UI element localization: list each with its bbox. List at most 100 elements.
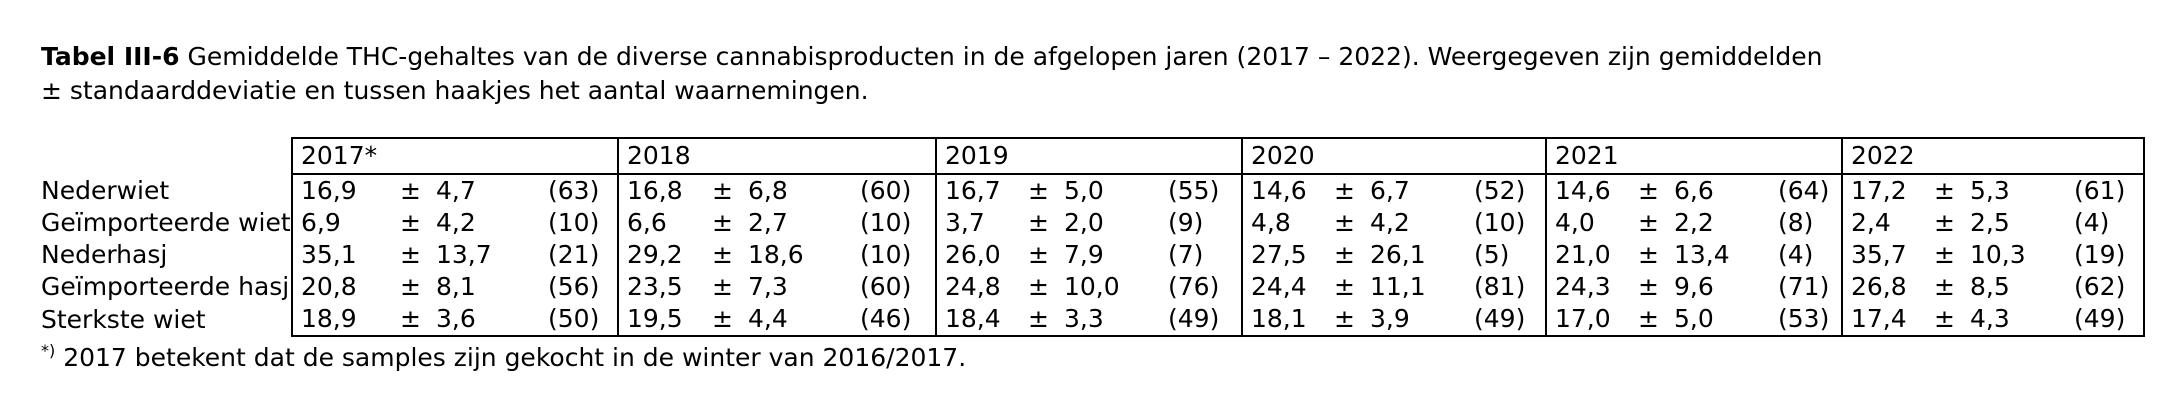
count-value: (49) (1474, 303, 1546, 337)
mean-value: 6,6 (617, 207, 712, 239)
mean-value: 26,0 (935, 239, 1028, 271)
sd-value: 7,3 (748, 272, 788, 301)
mean-value: 24,4 (1241, 271, 1334, 303)
count-value: (76) (1168, 272, 1220, 301)
plus-minus-sign: ± (1334, 272, 1355, 301)
count-value: (4) (2074, 207, 2145, 239)
plus-minus-sign: ± (1028, 208, 1049, 237)
sd-value: 10,0 (1064, 272, 1120, 301)
mean-value: 16,9 (291, 174, 400, 207)
footnote: *) 2017 betekent dat de samples zijn gek… (41, 335, 966, 374)
count-value: (55) (1168, 176, 1220, 205)
count-value: (49) (2074, 303, 2145, 337)
plus-minus-sign: ± (1638, 240, 1659, 269)
sd-value: 5,0 (1064, 176, 1104, 205)
mean-value: 17,4 (1841, 303, 1934, 337)
row-label: Nederhasj (41, 240, 168, 269)
mean-value: 2,4 (1841, 207, 1934, 239)
mean-value: 16,8 (617, 174, 712, 207)
count-value: (9) (1168, 208, 1204, 237)
mean-value: 19,5 (617, 303, 712, 337)
sd-value: 4,2 (1370, 208, 1410, 237)
count-value: (63) (548, 176, 600, 205)
year-header: 2017* (291, 137, 618, 175)
plus-minus-sign: ± (1334, 176, 1355, 205)
sd-value: 9,6 (1674, 272, 1714, 301)
plus-minus-sign: ± (1334, 240, 1355, 269)
sd-value: 6,6 (1674, 176, 1714, 205)
table-row: Geïmporteerde wiet 6,9 ±4,2 (10) 6,6 ±2,7 (10)… (41, 207, 2145, 239)
plus-minus-sign: ± (1028, 303, 1064, 337)
count-value: (7) (1168, 240, 1204, 269)
year-header: 2020 (1241, 137, 1546, 175)
count-value: (64) (1778, 176, 1830, 205)
table-row: Sterkste wiet 18,9 ±3,6 (50) 19,5 ±4,4 (46) 18,… (41, 303, 2145, 337)
count-value: (53) (1778, 303, 1842, 337)
sd-value: 8,5 (1970, 272, 2010, 301)
plus-minus-sign: ± (712, 176, 733, 205)
plus-minus-sign: ± (712, 240, 733, 269)
count-value: (10) (860, 208, 912, 237)
sd-value: 4,2 (436, 208, 476, 237)
row-label: Geïmporteerde hasj (41, 272, 290, 301)
plus-minus-sign: ± (1638, 303, 1674, 337)
mean-value: 4,8 (1241, 207, 1334, 239)
mean-value: 20,8 (291, 271, 400, 303)
mean-value: 17,0 (1545, 303, 1638, 337)
count-value: (52) (1474, 176, 1526, 205)
count-value: (46) (860, 303, 936, 337)
plus-minus-sign: ± (400, 176, 421, 205)
sd-value: 2,2 (1674, 208, 1714, 237)
mean-value: 35,7 (1841, 239, 1934, 271)
year-header: 2018 (617, 137, 936, 175)
mean-value: 24,8 (935, 271, 1028, 303)
mean-value: 24,3 (1545, 271, 1638, 303)
caption-label: Tabel III-6 (41, 42, 180, 71)
header-row: 2017* 2018 2019 2020 2021 2022 (41, 137, 2145, 175)
footnote-marker: *) (41, 341, 56, 360)
plus-minus-sign: ± (400, 272, 421, 301)
sd-value: 13,7 (436, 240, 492, 269)
plus-minus-sign: ± (400, 208, 421, 237)
sd-value: 3,9 (1370, 303, 1474, 337)
sd-value: 6,7 (1370, 176, 1410, 205)
count-value: (61) (2074, 174, 2145, 207)
count-value: (4) (1778, 240, 1814, 269)
plus-minus-sign: ± (1934, 240, 1955, 269)
mean-value: 16,7 (935, 174, 1028, 207)
mean-value: 35,1 (291, 239, 400, 271)
count-value: (10) (860, 240, 912, 269)
count-value: (71) (1778, 272, 1830, 301)
mean-value: 18,9 (291, 303, 400, 337)
count-value: (49) (1168, 303, 1242, 337)
sd-value: 18,6 (748, 240, 804, 269)
mean-value: 17,2 (1841, 174, 1934, 207)
plus-minus-sign: ± (1334, 208, 1355, 237)
count-value: (19) (2074, 239, 2145, 271)
table-caption: Tabel III-6 Gemiddelde THC-gehaltes van … (41, 40, 2141, 108)
mean-value: 6,9 (291, 207, 400, 239)
count-value: (56) (548, 272, 600, 301)
mean-value: 18,1 (1241, 303, 1334, 337)
sd-value: 5,3 (1970, 176, 2010, 205)
count-value: (60) (860, 176, 912, 205)
caption-text-line2: ± standaarddeviatie en tussen haakjes he… (41, 76, 869, 105)
plus-minus-sign: ± (1334, 303, 1370, 337)
mean-value: 27,5 (1241, 239, 1334, 271)
count-value: (5) (1474, 240, 1510, 269)
sd-value: 4,7 (436, 176, 476, 205)
mean-value: 23,5 (617, 271, 712, 303)
sd-value: 2,0 (1064, 208, 1104, 237)
year-header: 2019 (935, 137, 1242, 175)
mean-value: 4,0 (1545, 207, 1638, 239)
plus-minus-sign: ± (712, 272, 733, 301)
plus-minus-sign: ± (1028, 176, 1049, 205)
caption-text: Gemiddelde THC-gehaltes van de diverse c… (179, 42, 1823, 71)
table-row: Nederhasj 35,1 ±13,7 (21) 29,2 ±18,6 (10) 26,0 ±… (41, 239, 2145, 271)
count-value: (10) (548, 208, 600, 237)
mean-value: 18,4 (935, 303, 1028, 337)
count-value: (81) (1474, 272, 1526, 301)
mean-value: 14,6 (1241, 174, 1334, 207)
thc-table: 2017* 2018 2019 2020 2021 2022 Nederwiet 16,9 ±… (41, 137, 2145, 337)
count-value: (60) (860, 272, 912, 301)
